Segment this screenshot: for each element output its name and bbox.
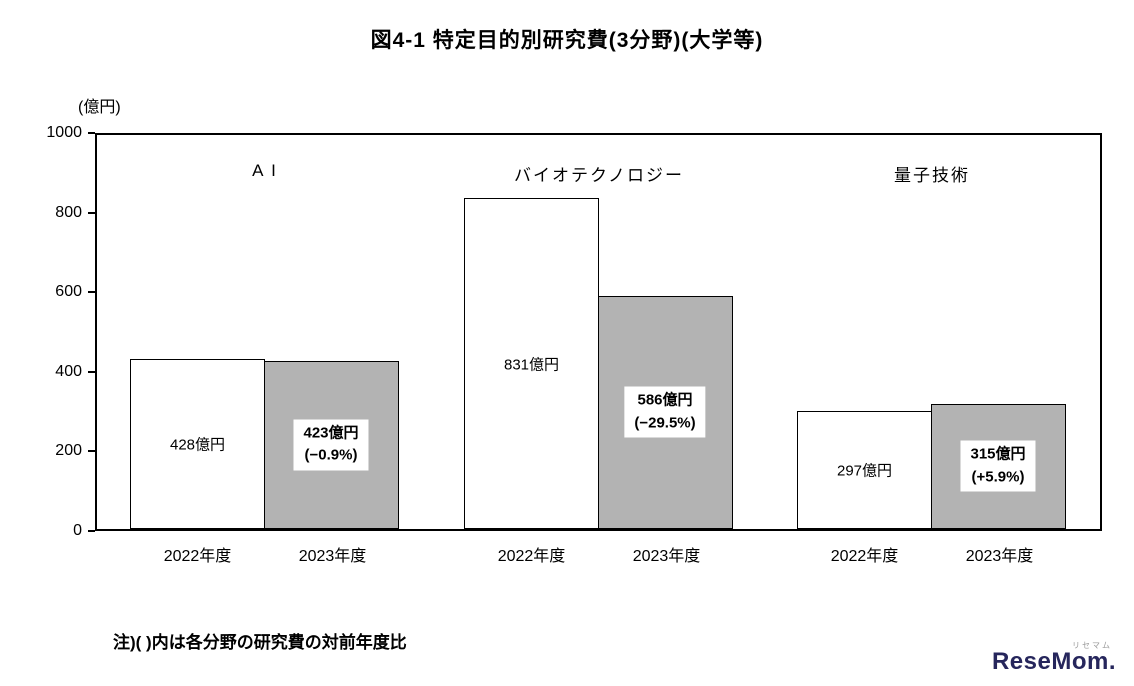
- plot-area: 428億円 423億円 (−0.9%) 831億円 586億円 (−29.5%) 297億円…: [95, 133, 1102, 531]
- x-category-label: 2022年度: [163, 548, 232, 565]
- y-tick-label: 400: [55, 362, 82, 380]
- x-category-label: 2022年度: [830, 548, 899, 565]
- y-tick-mark: [88, 291, 95, 294]
- x-category-label: 2022年度: [497, 548, 566, 565]
- resemom-watermark: リセマム ReseMom.: [992, 640, 1116, 676]
- bar-change-label: (−29.5%): [634, 414, 696, 432]
- y-tick-label: 0: [73, 522, 82, 539]
- y-tick-label: 200: [55, 442, 82, 460]
- bar-change-label: (−0.9%): [304, 446, 358, 464]
- bar-value-label: 297億円: [836, 462, 893, 480]
- x-category-label: 2023年度: [965, 548, 1034, 565]
- bar-value-label: 428億円: [169, 436, 226, 454]
- bar-2023: 586億円 (−29.5%): [597, 295, 733, 529]
- y-tick-mark: [88, 530, 95, 532]
- x-category-label: 2023年度: [298, 548, 367, 565]
- watermark-furigana: リセマム: [1072, 641, 1112, 650]
- y-tick-mark: [88, 132, 95, 134]
- footnote: 注)( )内は各分野の研究費の対前年度比: [113, 633, 407, 652]
- bar-value-label: 423億円: [303, 424, 359, 442]
- y-tick-mark: [88, 370, 95, 373]
- bar-value-label: 831億円: [503, 356, 560, 374]
- y-tick-label: 800: [55, 203, 82, 221]
- bar-2023: 315億円 (+5.9%): [930, 403, 1066, 529]
- y-tick-mark: [88, 211, 95, 214]
- chart-title: 図4-1 特定目的別研究費(3分野)(大学等): [370, 29, 764, 52]
- bar-value-box: 315億円 (+5.9%): [960, 440, 1036, 492]
- y-axis-unit-label: (億円): [78, 99, 121, 116]
- field-label: 量子技術: [894, 166, 970, 185]
- x-category-label: 2023年度: [632, 548, 701, 565]
- y-tick-label: 600: [55, 283, 82, 301]
- bar-2023: 423億円 (−0.9%): [263, 360, 399, 529]
- resemom-logo: ReseMom.: [991, 648, 1116, 675]
- field-label: A I: [252, 161, 278, 180]
- bar-2022: 428億円: [130, 358, 265, 529]
- bar-2022: 297億円: [797, 410, 932, 529]
- bar-change-label: (+5.9%): [971, 468, 1025, 486]
- y-tick-label: 1000: [46, 124, 82, 141]
- bar-value-box: 423億円 (−0.9%): [293, 419, 369, 471]
- bar-value-label: 315億円: [970, 445, 1026, 463]
- bar-value-label: 586億円: [637, 391, 693, 409]
- bar-value-box: 586億円 (−29.5%): [624, 386, 706, 438]
- bar-2022: 831億円: [464, 198, 599, 529]
- y-tick-mark: [88, 450, 95, 453]
- field-label: バイオテクノロジー: [514, 166, 684, 185]
